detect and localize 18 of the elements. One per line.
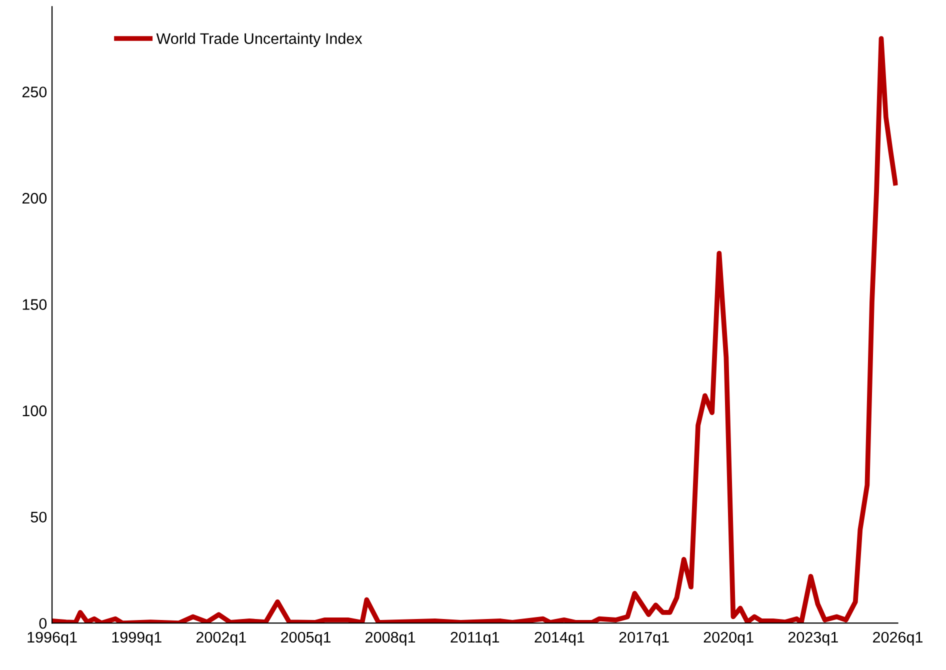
legend-label: World Trade Uncertainty Index (156, 32, 362, 48)
y-tick-label: 250 (22, 86, 47, 98)
x-tick-label: 2005q1 (281, 632, 331, 646)
x-tick-label: 2011q1 (450, 632, 500, 646)
y-tick-label: 200 (22, 192, 47, 204)
x-tick-label: 1996q1 (28, 632, 77, 646)
x-tick-label: 2008q1 (366, 632, 416, 646)
y-tick-label: 100 (22, 405, 47, 416)
x-tick-label: 2014q1 (534, 632, 584, 646)
y-tick-label: 0 (39, 618, 47, 629)
x-tick-label: 1999q1 (112, 632, 162, 646)
x-tick-label: 2023q1 (788, 632, 838, 646)
x-tick-label: 2017q1 (619, 632, 669, 646)
x-tick-label: 2002q1 (196, 632, 246, 646)
x-tick-label: 2020q1 (704, 632, 754, 646)
x-tick-label: 2026q1 (873, 632, 922, 646)
y-tick-label: 50 (30, 512, 47, 523)
y-tick-label: 150 (22, 299, 47, 310)
